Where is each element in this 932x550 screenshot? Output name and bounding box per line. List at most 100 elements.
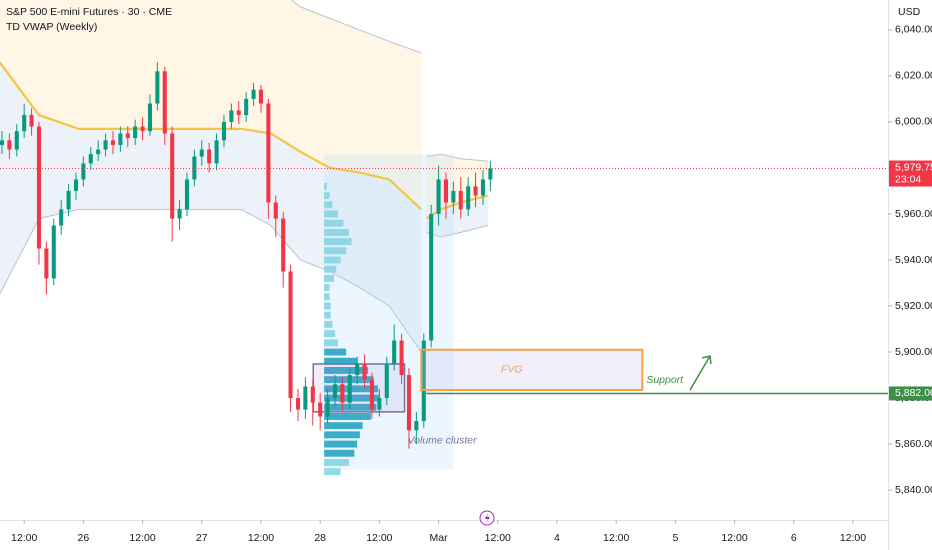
countdown-label: 23:04 [895,173,921,185]
volume-profile-bar [324,366,369,374]
candle-body [155,71,160,104]
candle-body [73,179,79,191]
candle-body [347,375,352,403]
candle-body [288,271,293,399]
candle-body [125,133,130,139]
candle-body [36,126,42,249]
replay-icon[interactable] [479,510,495,526]
volume-profile-bar [324,284,330,292]
x-tick-label: Mar [430,532,449,544]
x-tick-label: 12:00 [248,532,274,544]
candle-body [14,131,19,150]
candle-body [443,179,449,203]
candle-body [281,218,286,272]
candle-body [399,340,404,376]
plot-area: FVG Support Volume cluster [0,0,888,476]
candle-body [295,398,301,410]
candle-body [199,149,204,157]
volume-profile-bar [324,265,337,273]
candle-body [147,103,153,132]
candle-body [44,248,49,279]
volume-profile-bar [324,468,341,476]
x-tick-label: 12:00 [840,532,866,544]
volume-profile-bar [324,302,331,310]
candle-body [66,190,71,210]
volume-profile-bar [324,348,347,356]
arrow [689,355,712,391]
candle-body [207,149,212,164]
candle-body [392,340,397,364]
candle-body [118,133,123,145]
fvg-label: FVG [501,364,523,376]
x-tick-label: 12:00 [129,532,155,544]
candle-body [22,115,27,132]
candle-body [184,179,190,210]
candle-body [406,375,412,431]
candle-body [429,213,434,341]
volume-profile-bar [324,274,335,282]
y-tick-label: 5,960.00 [895,208,932,220]
x-tick-label: 5 [672,532,678,544]
last-price-tag [889,160,932,187]
candle-body [7,140,12,150]
vwap-lower-line [426,225,489,238]
x-tick-label: 27 [196,532,208,544]
volume-profile-bar [324,413,371,420]
volume-profile-bar [324,293,330,301]
candle-body [96,149,101,155]
x-tick-label: 6 [791,532,797,544]
candle-body [251,89,256,99]
vwap-line [425,194,489,220]
candle-body [369,379,375,410]
x-tick-label: 12:00 [721,532,747,544]
y-tick-label: 5,840.00 [895,484,932,496]
volume-profile-bar [324,330,336,338]
candle-body [421,340,426,422]
support-price-label: 5,882.00 [895,387,932,399]
volume-cluster-label: Volume cluster [408,435,478,447]
x-tick-label: 12:00 [366,532,392,544]
vwap-upper-band [0,0,422,210]
volume-profile-bar [324,192,330,200]
volume-profile-bar [324,357,358,365]
candle-body [140,126,145,132]
candle-body [266,103,271,203]
volume-profile-bar [324,182,327,190]
candle-body [103,140,108,150]
vwap-lower-band [426,195,488,237]
candle-body [436,179,441,214]
candle-body [81,163,86,180]
candle-body [488,168,493,180]
candle-body [480,179,486,196]
volume-profile-bar [324,219,344,227]
candle-body [29,115,34,127]
volume-profile-bar [324,201,333,209]
x-tick-label: 12:00 [11,532,37,544]
volume-profile-bar [324,440,358,448]
candle-body [244,98,249,116]
candle-body [303,386,308,410]
candle-body [473,186,478,196]
x-tick-label: 12:00 [485,532,511,544]
volume-profile-bar [324,228,349,236]
candle-body [170,133,175,219]
candle-body [110,140,116,145]
y-tick-label: 6,000.00 [895,116,932,128]
chart-title: S&P 500 E-mini Futures · 30 · CME [6,6,172,18]
volume-profile-bar [324,238,352,246]
candle-body [229,110,234,122]
axes: 6,040.006,020.006,000.005,980.005,960.00… [11,24,932,544]
volume-profile-bar [324,210,338,218]
support-price-tag [889,386,932,401]
candle-body [59,209,64,226]
candle-body [318,402,323,417]
currency: USD [898,6,921,18]
candle-body [310,386,315,403]
vwap-line [0,61,423,211]
y-tick-label: 5,900.00 [895,346,932,358]
volume-profile-bar [324,431,360,439]
candle-body [355,363,360,376]
candle-body [177,209,182,219]
volume-profile-bar [324,311,331,319]
